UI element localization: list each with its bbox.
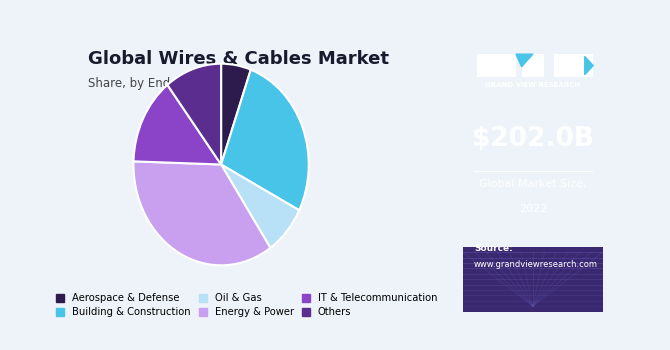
Text: Global Market Size,: Global Market Size,	[479, 180, 586, 189]
Text: Global Wires & Cables Market: Global Wires & Cables Market	[88, 50, 389, 68]
Wedge shape	[221, 70, 309, 210]
FancyBboxPatch shape	[522, 54, 544, 77]
Text: Share, by End-use 2022 (%): Share, by End-use 2022 (%)	[88, 77, 253, 90]
Wedge shape	[133, 85, 221, 164]
FancyBboxPatch shape	[463, 247, 603, 312]
Text: 2022: 2022	[519, 204, 547, 214]
Wedge shape	[133, 161, 271, 265]
Polygon shape	[516, 54, 533, 67]
Text: www.grandviewresearch.com: www.grandviewresearch.com	[474, 260, 598, 269]
FancyBboxPatch shape	[476, 54, 516, 77]
Text: GRAND VIEW RESEARCH: GRAND VIEW RESEARCH	[485, 83, 580, 89]
Text: $202.0B: $202.0B	[472, 126, 594, 152]
FancyBboxPatch shape	[554, 54, 593, 77]
Wedge shape	[221, 164, 299, 248]
Polygon shape	[585, 56, 593, 75]
Wedge shape	[168, 64, 221, 164]
Wedge shape	[221, 64, 251, 164]
Text: Source:: Source:	[474, 244, 513, 253]
Legend: Aerospace & Defense, Building & Construction, Oil & Gas, Energy & Power, IT & Te: Aerospace & Defense, Building & Construc…	[56, 293, 438, 317]
